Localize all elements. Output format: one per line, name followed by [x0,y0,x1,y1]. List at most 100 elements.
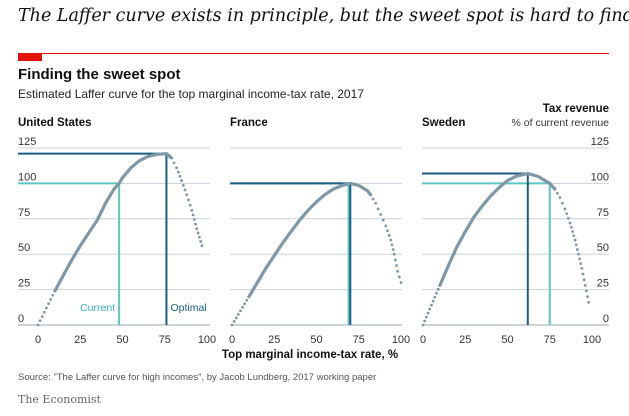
x-tick-label: 75 [544,334,556,346]
curve-dot [40,315,44,318]
curve-dot [47,302,50,306]
curve-dot [395,264,398,267]
curve-dot [187,198,190,202]
curve-dot [379,213,383,216]
panel-title: United States [18,117,92,129]
x-tick-label: 25 [459,334,471,346]
curve-dot [583,283,587,287]
x-tick-label: 100 [392,334,410,346]
curve-dot [369,193,372,197]
curve-dot [183,188,187,192]
panel-title: France [230,117,268,129]
curve-dot [38,319,42,323]
curve-dot [51,293,55,297]
laffer-curve [438,171,557,287]
curve-dot [200,244,204,248]
curve-dot [371,197,375,201]
curve-dot [573,238,577,242]
headline: The Laffer curve exists in principle, bu… [18,6,629,26]
curve-dot [421,323,425,327]
curve-dot [381,218,385,222]
laffer-curve [53,152,174,293]
curve-dot [565,212,569,216]
curve-dot [392,252,396,256]
curve-dot [391,248,395,251]
curve-dot [393,258,397,262]
curve-dot [185,193,189,197]
curve-dot [176,170,180,174]
panel-title: Sweden [422,117,465,129]
red-tag [18,54,42,61]
y-tick-label-right: 25 [597,278,609,290]
curve-dot [232,320,236,323]
x-tick-label: 0 [35,334,41,346]
curve-dot [563,207,567,211]
curve-dot [197,235,201,239]
y-tick-label-left: 25 [18,278,30,290]
curve-dot [172,161,176,165]
optimal-label: Optimal [170,302,206,314]
x-tick-label: 50 [310,334,322,346]
curve-dot [569,225,573,229]
curve-dot [175,166,178,170]
curve-dot [196,231,200,235]
laffer-curve [247,181,373,299]
curve-dot [579,262,583,266]
curve-dot [178,174,182,178]
curve-dot [575,248,579,251]
chart-subtitle: Estimated Laffer curve for the top margi… [18,87,364,101]
curve-dot [580,266,584,270]
curve-dot [376,207,380,211]
current-label: Current [80,302,115,314]
y-tick-label-left: 100 [18,171,36,183]
curve-dot [428,307,432,311]
y-tick-label-right: 75 [597,207,609,219]
curve-dot [582,278,586,282]
curve-dot [572,234,576,238]
x-tick-label: 50 [501,334,513,346]
curve-dot [390,243,394,247]
y-axis-title: Tax revenue [543,103,609,115]
curve-dot [581,272,585,276]
curve-dot [587,300,591,304]
x-tick-label: 0 [420,334,426,346]
y-tick-label-right: 100 [591,171,609,183]
curve-dot [42,310,46,314]
curve-dot [236,312,240,316]
x-tick-label: 0 [229,334,235,346]
curve-dot [435,291,438,295]
x-axis-title: Top marginal income-tax rate, % [222,349,398,361]
curve-dot [243,302,247,306]
curve-dot [561,201,564,205]
curve-dot [188,203,192,207]
curve-dot [584,289,588,293]
curve-dot [431,299,435,303]
curve-dot [36,323,40,327]
x-tick-label: 25 [268,334,280,346]
curve-dot [191,213,195,217]
y-tick-label-left: 0 [18,313,24,325]
source-note: Source: "The Laffer curve for high incom… [18,372,377,383]
red-rule [18,53,609,54]
curve-dot [397,275,401,279]
curve-dot [566,216,570,220]
curve-dot [45,306,48,310]
x-tick-label: 75 [159,334,171,346]
curve-dot [577,252,580,256]
curve-dot [578,257,582,261]
x-tick-label: 25 [74,334,86,346]
curve-dot [574,243,578,247]
curve-dot [426,311,430,315]
curve-dot [195,227,199,231]
curve-dot [568,221,572,225]
curve-dot [384,224,388,228]
curve-dot [234,316,238,320]
curve-dot [230,323,234,327]
curve-dot [245,298,249,302]
curve-dot [192,218,196,221]
curve-dot [430,303,433,307]
x-tick-label: 100 [198,334,216,346]
curve-dot [374,201,378,205]
curve-dot [387,233,391,237]
